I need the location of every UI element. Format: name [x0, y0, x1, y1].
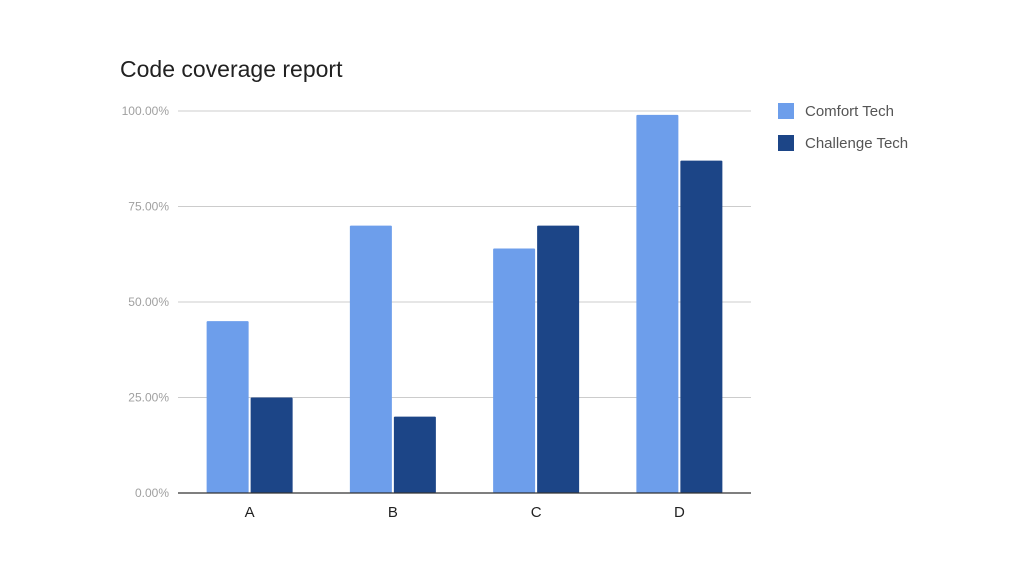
legend: Comfort Tech Challenge Tech: [778, 100, 908, 164]
legend-swatch-comfort-tech: [778, 103, 794, 119]
x-tick-label: D: [674, 504, 685, 521]
bar-challenge-tech-c: [537, 225, 580, 493]
legend-item-comfort-tech: Comfort Tech: [778, 100, 908, 122]
y-tick-label: 25.00%: [128, 391, 169, 405]
bar-challenge-tech-a: [250, 397, 293, 493]
bars: [206, 114, 723, 493]
x-tick-label: A: [245, 504, 255, 521]
legend-label: Comfort Tech: [805, 102, 894, 120]
x-tick-label: C: [531, 504, 542, 521]
bar-comfort-tech-c: [493, 248, 536, 493]
x-axis-ticks: A B C D: [245, 504, 685, 521]
bar-comfort-tech-d: [636, 114, 679, 493]
bar-comfort-tech-a: [206, 321, 249, 493]
legend-swatch-challenge-tech: [778, 135, 794, 151]
y-tick-label: 0.00%: [135, 486, 169, 500]
y-tick-label: 100.00%: [122, 104, 170, 118]
y-axis-ticks: 0.00% 25.00% 50.00% 75.00% 100.00%: [122, 104, 170, 500]
y-tick-label: 75.00%: [128, 200, 169, 214]
bar-challenge-tech-d: [680, 160, 723, 493]
y-tick-label: 50.00%: [128, 295, 169, 309]
legend-item-challenge-tech: Challenge Tech: [778, 132, 908, 154]
chart-title: Code coverage report: [120, 56, 343, 82]
x-tick-label: B: [388, 504, 398, 521]
legend-label: Challenge Tech: [805, 134, 909, 152]
bar-challenge-tech-b: [393, 416, 436, 493]
bar-comfort-tech-b: [349, 225, 392, 493]
